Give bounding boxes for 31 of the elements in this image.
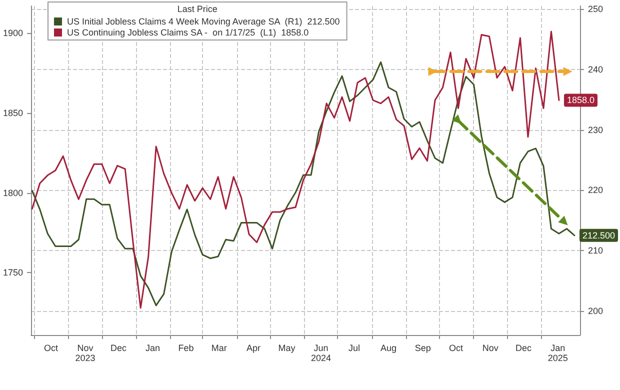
x-tick-label: Jun 2024: [310, 343, 332, 363]
x-tick-label: Apr: [246, 343, 260, 353]
y-tick-label: 1850: [2, 108, 24, 118]
y2-tick-label: 220: [588, 185, 604, 196]
y-tick-label: 1900: [2, 28, 24, 38]
data-label: 212.500: [582, 230, 616, 240]
x-tick-label: Feb: [178, 343, 194, 353]
y2-tick-label: 230: [588, 124, 604, 135]
x-tick-label: Jan: [146, 343, 160, 353]
x-tick-label: Oct: [449, 343, 464, 353]
y2-tick-label: 240: [588, 64, 604, 74]
x-tick-label: Oct: [44, 343, 58, 353]
x-tick-label: Aug: [380, 343, 397, 353]
x-tick-label: Dec: [516, 343, 532, 353]
y2-tick-label: 250: [588, 4, 604, 14]
x-tick-label: Jul: [348, 343, 360, 353]
x-tick-label: Nov: [482, 343, 499, 353]
x-tick-label: Jan 2025: [548, 343, 568, 363]
x-tick-label: Dec: [110, 343, 127, 353]
legend-title: Last Price: [177, 4, 218, 14]
x-tick-label: Mar: [211, 343, 227, 353]
y-tick-label: 1800: [2, 188, 24, 198]
y2-tick-label: 200: [588, 306, 604, 316]
legend-label: US Continuing Jobless Claims SA - on 1/17/25 (L1) 1858.0: [67, 28, 309, 38]
data-label: 1858.0: [566, 95, 594, 106]
x-tick-label: May: [278, 343, 296, 353]
y2-tick-label: 210: [588, 245, 604, 256]
legend-label: US Initial Jobless Claims 4 Week Moving Average SA (R1) 212.500: [67, 16, 340, 26]
y-tick-label: 1750: [2, 268, 24, 278]
x-tick-label: Sep: [414, 343, 431, 353]
x-tick-label: Nov 2023: [75, 343, 96, 363]
